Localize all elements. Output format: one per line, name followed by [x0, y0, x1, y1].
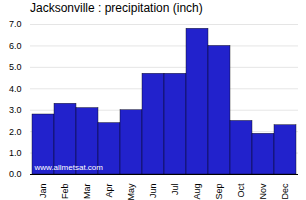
- svg-text:Dec: Dec: [280, 183, 290, 200]
- svg-text:1.0: 1.0: [9, 148, 22, 158]
- svg-text:2.0: 2.0: [9, 127, 22, 137]
- svg-text:4.0: 4.0: [9, 84, 22, 94]
- svg-text:Jan: Jan: [38, 184, 48, 199]
- svg-text:Jun: Jun: [148, 184, 158, 199]
- svg-text:Oct: Oct: [236, 183, 246, 198]
- svg-text:May: May: [126, 183, 136, 200]
- svg-text:7.0: 7.0: [9, 19, 22, 29]
- svg-text:Feb: Feb: [60, 184, 70, 200]
- svg-text:Aug: Aug: [192, 184, 202, 200]
- svg-text:5.0: 5.0: [9, 62, 22, 72]
- svg-text:6.0: 6.0: [9, 41, 22, 51]
- svg-text:Mar: Mar: [82, 183, 92, 199]
- svg-text:Jul: Jul: [170, 184, 180, 196]
- svg-text:Sep: Sep: [214, 184, 224, 200]
- svg-text:Nov: Nov: [258, 183, 268, 200]
- svg-text:0.0: 0.0: [9, 169, 22, 179]
- svg-text:3.0: 3.0: [9, 105, 22, 115]
- html-text:Jacksonville : precipitation (: Jacksonville : precipitation (inch): [30, 1, 203, 15]
- svg-text:www.allmetsat.com: www.allmetsat.com: [34, 163, 104, 172]
- svg-text:Apr: Apr: [104, 184, 114, 198]
